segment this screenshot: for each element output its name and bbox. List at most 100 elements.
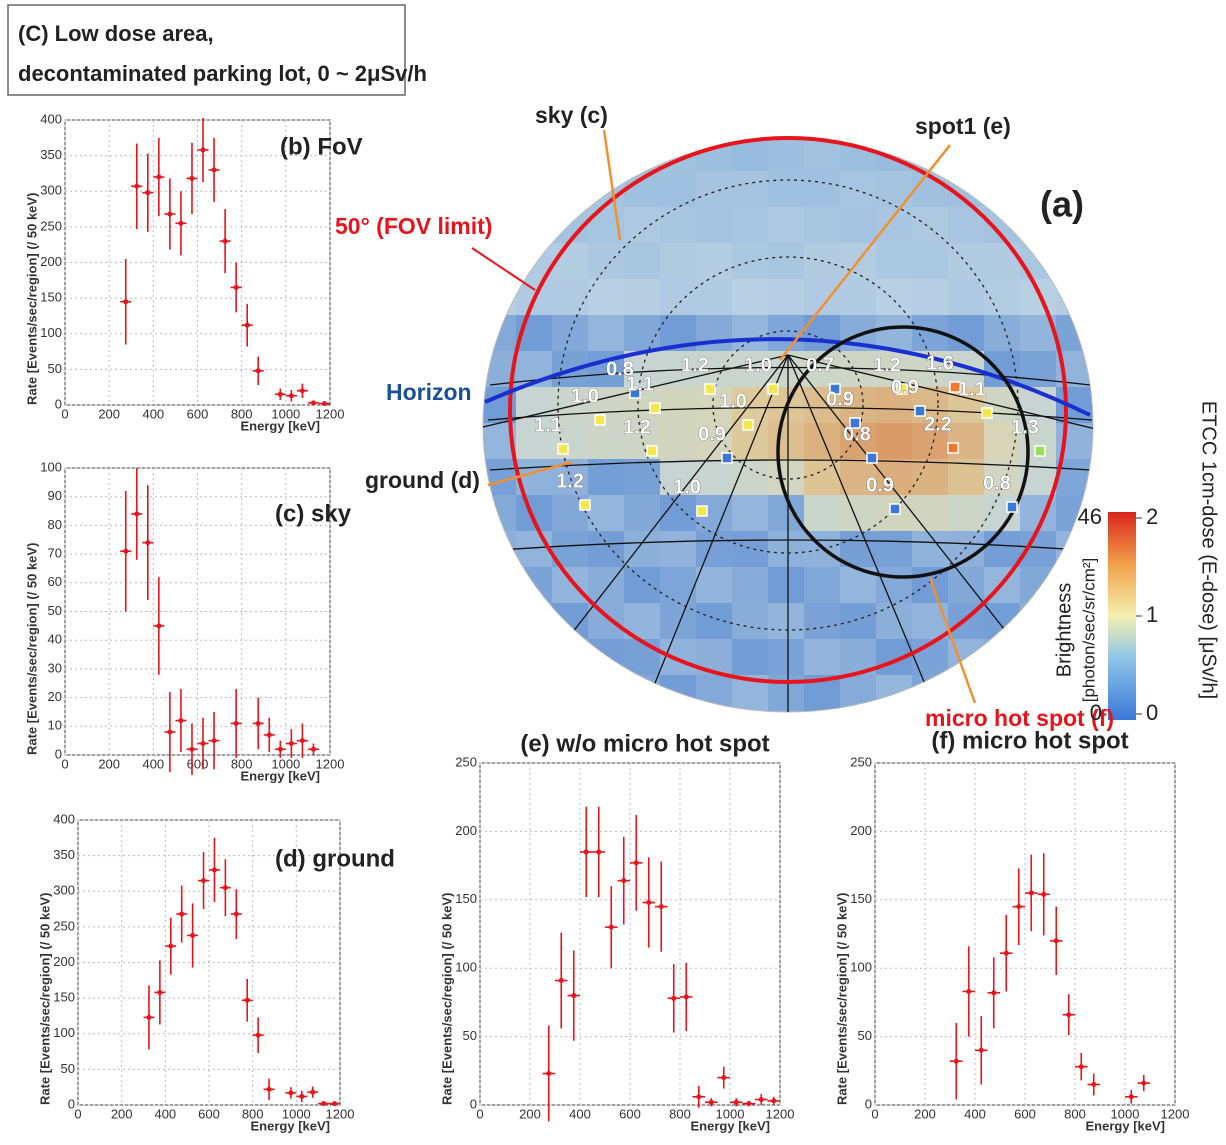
dose-label: 0.9	[698, 423, 726, 445]
y-tick-label: 300	[40, 183, 62, 198]
y-tick-label: 100	[53, 1025, 75, 1040]
image-block	[768, 639, 804, 675]
point	[123, 548, 129, 554]
image-block	[948, 138, 984, 171]
y-tick-label: 150	[850, 891, 872, 906]
image-block	[516, 423, 552, 459]
chart-title: (b) FoV	[280, 133, 363, 160]
annotation: sky (c)	[535, 102, 608, 128]
x-tick-label: 1200	[316, 756, 345, 771]
image-block	[660, 531, 696, 567]
image-block	[804, 207, 840, 243]
point	[721, 1075, 727, 1081]
y-tick-label: 0	[68, 1096, 75, 1111]
dose-label: 1.0	[719, 390, 747, 412]
image-block	[1056, 315, 1092, 351]
point	[310, 746, 316, 752]
image-block	[840, 279, 876, 315]
x-axis-label: Energy [keV]	[691, 1118, 770, 1133]
dose-marker	[646, 445, 658, 457]
annotation: Horizon	[386, 379, 472, 405]
x-tick-label: 1200	[316, 406, 345, 421]
image-block	[483, 567, 516, 603]
point	[321, 1101, 327, 1107]
image-block	[732, 603, 768, 639]
image-block	[516, 171, 552, 207]
y-tick-label: 50	[48, 603, 62, 618]
annotation: spot1 (e)	[915, 113, 1011, 139]
dose-label: 1.2	[623, 416, 651, 438]
image-block	[1020, 351, 1056, 387]
x-tick-label: 200	[98, 756, 120, 771]
x-tick-label: 200	[111, 1106, 133, 1121]
point	[233, 720, 239, 726]
image-block	[876, 423, 912, 459]
point	[266, 1086, 272, 1092]
point	[178, 718, 184, 724]
image-block	[696, 567, 732, 603]
image-block	[732, 279, 768, 315]
chart-title: (e) w/o micro hot spot	[520, 730, 769, 757]
image-block	[696, 603, 732, 639]
image-block	[624, 315, 660, 351]
y-tick-label: 250	[455, 754, 477, 769]
chart-title: (d) ground	[275, 845, 395, 872]
image-block	[732, 639, 768, 675]
dose-label: 2.2	[924, 413, 952, 435]
dose-marker	[742, 419, 754, 431]
dose-marker	[629, 387, 641, 399]
image-block	[840, 138, 876, 171]
image-block	[876, 207, 912, 243]
image-block	[552, 243, 588, 279]
y-tick-label: 20	[48, 689, 62, 704]
y-tick-label: 0	[55, 396, 62, 411]
y-tick-label: 300	[53, 883, 75, 898]
x-tick-label: 0	[74, 1106, 81, 1121]
image-block	[516, 675, 552, 711]
image-block	[552, 675, 588, 711]
dose-marker	[704, 383, 716, 395]
image-block	[588, 459, 624, 495]
point	[758, 1097, 764, 1103]
image-block	[948, 459, 984, 495]
image-block	[984, 138, 1020, 171]
point	[266, 732, 272, 738]
y-axis-label: Rate [Events/sec/region] (/ 50 keV)	[24, 543, 39, 755]
y-tick-label: 50	[858, 1028, 872, 1043]
point	[134, 511, 140, 517]
image-block	[1020, 279, 1056, 315]
image-block	[876, 567, 912, 603]
image-block	[1092, 315, 1093, 351]
dose-label: 0.8	[983, 472, 1011, 494]
image-block	[483, 531, 516, 567]
image-block	[804, 459, 840, 495]
image-block	[912, 495, 948, 531]
image-block	[588, 639, 624, 675]
y-tick-label: 250	[850, 754, 872, 769]
image-block	[552, 315, 588, 351]
image-block	[1056, 243, 1092, 279]
image-block	[804, 423, 840, 459]
dose-marker	[947, 442, 959, 454]
point	[288, 393, 294, 399]
image-block	[732, 315, 768, 351]
image-block	[948, 243, 984, 279]
image-block	[552, 138, 588, 171]
point	[1128, 1094, 1134, 1100]
image-block	[588, 531, 624, 567]
image-block	[660, 387, 696, 423]
dose-label: 0.8	[606, 358, 634, 380]
point	[321, 401, 327, 407]
image-block	[984, 171, 1020, 207]
image-block	[588, 675, 624, 711]
image-block	[696, 459, 732, 495]
header-line: (C) Low dose area,	[18, 21, 214, 46]
point	[708, 1099, 714, 1105]
image-block	[912, 243, 948, 279]
x-tick-label: 1000	[271, 406, 300, 421]
point	[277, 391, 283, 397]
image-block	[984, 603, 1020, 639]
point	[156, 623, 162, 629]
x-tick-label: 1200	[766, 1106, 795, 1121]
dose-marker	[949, 381, 961, 393]
